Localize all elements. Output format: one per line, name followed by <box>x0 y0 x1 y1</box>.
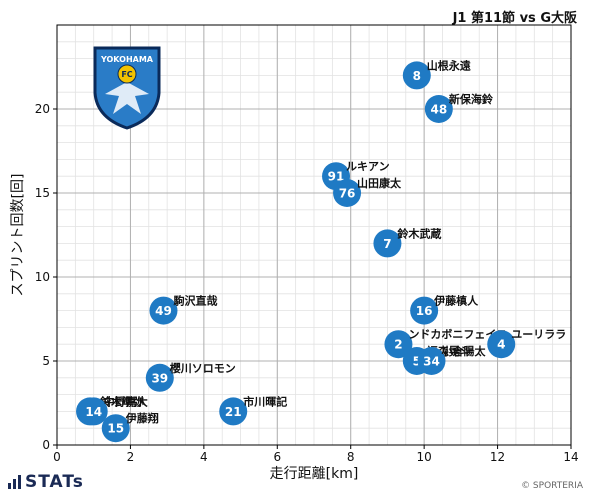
point-name-label: 新保海鈴 <box>449 92 494 106</box>
point-marker <box>410 296 439 325</box>
logo-badge <box>117 64 137 84</box>
yokohama-fc-logo: YOKOHAMA FC <box>93 46 161 130</box>
point-name-label: 山田康太 <box>357 176 402 190</box>
point-number: 91 <box>328 170 345 184</box>
point-number: 2 <box>394 338 402 352</box>
point-name-label: 伊藤槙人 <box>433 294 479 308</box>
point-number: 8 <box>413 69 421 83</box>
point-name-label: ンドカボニフェイス <box>408 327 507 341</box>
point-name-label: 伊藤翔 <box>125 411 159 425</box>
point-name-label: 鈴木武蔵 <box>397 226 441 240</box>
player-point: 2 ンドカボニフェイス <box>384 327 507 359</box>
point-marker <box>384 330 413 359</box>
x-tick-label: 10 <box>417 450 432 464</box>
point-name-label: 小倉陽太 <box>440 344 486 358</box>
point-marker <box>487 330 516 359</box>
stats-brand: STATs <box>25 472 84 492</box>
point-name-label: 鈴木準弥 <box>100 394 144 408</box>
point-name-label: 櫻川ソロモン <box>169 361 236 375</box>
y-tick-label: 20 <box>35 102 50 116</box>
y-tick-label: 15 <box>35 186 50 200</box>
point-marker <box>79 397 108 426</box>
point-name-label: 山根永遠 <box>427 58 471 72</box>
point-number: 7 <box>383 237 391 251</box>
logo-badge-text: FC <box>121 70 132 79</box>
x-axis-label: 走行距離[km] <box>270 465 359 482</box>
point-number: 15 <box>107 422 124 436</box>
copyright: © SPORTERIA <box>521 481 583 491</box>
x-tick-label: 0 <box>53 450 61 464</box>
point-number: 16 <box>416 304 433 318</box>
point-number: 14 <box>85 405 102 419</box>
y-tick-label: 5 <box>42 354 50 368</box>
point-number: 4 <box>497 338 505 352</box>
x-tick-label: 4 <box>200 450 208 464</box>
plot-frame <box>56 24 572 446</box>
point-number: 34 <box>423 355 440 369</box>
point-number: 48 <box>430 103 447 117</box>
axis-ticks: 0 2 4 6 8 10 12 14 0 5 10 15 20 <box>35 102 579 464</box>
point-name-label: 中野嘉大 <box>104 394 148 408</box>
point-name-label: ユーリララ <box>511 328 566 341</box>
point-marker <box>402 61 431 90</box>
point-name-label: 駒沢直哉 <box>173 294 217 308</box>
point-name-label: 市川暉記 <box>243 394 287 408</box>
x-tick-label: 6 <box>273 450 281 464</box>
point-marker <box>417 347 446 375</box>
point-marker <box>373 229 402 258</box>
y-tick-label: 10 <box>35 270 50 284</box>
player-point: 4 ユーリララ <box>487 328 566 359</box>
point-marker <box>101 414 130 443</box>
point-marker <box>145 363 174 392</box>
point-marker <box>149 296 178 325</box>
stats-bars-icon <box>8 475 21 489</box>
match-title: J1 第11節 vs G大阪 <box>452 11 577 26</box>
y-tick-label: 0 <box>42 438 50 452</box>
point-number: 21 <box>225 405 242 419</box>
x-tick-label: 14 <box>563 450 578 464</box>
point-number: 5 <box>413 355 421 369</box>
point-number: 76 <box>339 187 356 201</box>
y-axis-label: スプリント回数[回] <box>10 174 26 297</box>
x-tick-label: 12 <box>490 450 505 464</box>
player-point: 7 鈴木武蔵 <box>373 226 441 258</box>
player-point: 8 山根永遠 <box>402 58 471 90</box>
x-tick-label: 8 <box>347 450 355 464</box>
logo-top-text: YOKOHAMA <box>100 55 154 64</box>
data-points: 8山根永遠48新保海鈴91ルキアン76山田康太7鈴木武蔵49駒沢直哉16伊藤槙人… <box>76 58 566 443</box>
point-number: 39 <box>151 371 168 385</box>
point-number: 49 <box>155 304 172 318</box>
point-marker <box>424 95 453 123</box>
point-marker <box>219 397 248 426</box>
point-name-label: ルキアン <box>346 160 390 173</box>
stats-logo: STATs <box>8 472 84 492</box>
x-tick-label: 2 <box>127 450 135 464</box>
point-marker <box>333 179 362 207</box>
phoenix-icon <box>105 82 149 114</box>
